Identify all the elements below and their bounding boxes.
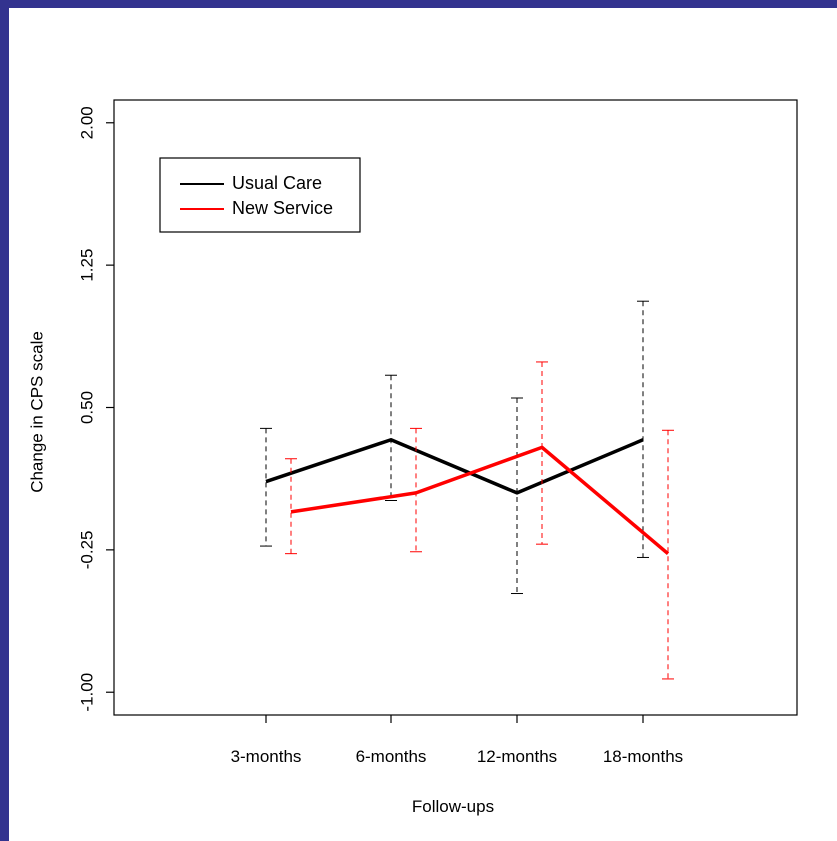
y-tick-label: 0.50 <box>77 391 96 424</box>
x-tick-label: 18-months <box>603 747 683 766</box>
series-line <box>290 445 670 555</box>
legend-label-usual-care: Usual Care <box>232 173 322 193</box>
x-tick-label: 6-months <box>356 747 427 766</box>
y-axis: -1.00 -0.25 0.50 1.25 2.00 <box>77 106 114 712</box>
y-tick-label: -1.00 <box>77 673 96 712</box>
x-tick-label: 3-months <box>231 747 302 766</box>
series-line <box>265 438 644 495</box>
x-axis: 3-months 6-months 12-months 18-months <box>231 715 683 766</box>
x-axis-title: Follow-ups <box>412 797 494 816</box>
y-tick-label: -0.25 <box>77 530 96 569</box>
legend: Usual Care New Service <box>159 157 361 233</box>
x-tick-label: 12-months <box>477 747 557 766</box>
y-axis-title: Change in CPS scale <box>27 331 46 493</box>
y-tick-label: 1.25 <box>77 249 96 282</box>
y-tick-label: 2.00 <box>77 106 96 139</box>
frame-left-border <box>0 0 9 841</box>
series-1 <box>285 361 674 680</box>
frame-top-border <box>0 0 837 8</box>
legend-label-new-service: New Service <box>232 198 333 218</box>
series-layer <box>260 300 674 680</box>
series-0 <box>260 300 649 595</box>
legend-box <box>159 157 361 233</box>
